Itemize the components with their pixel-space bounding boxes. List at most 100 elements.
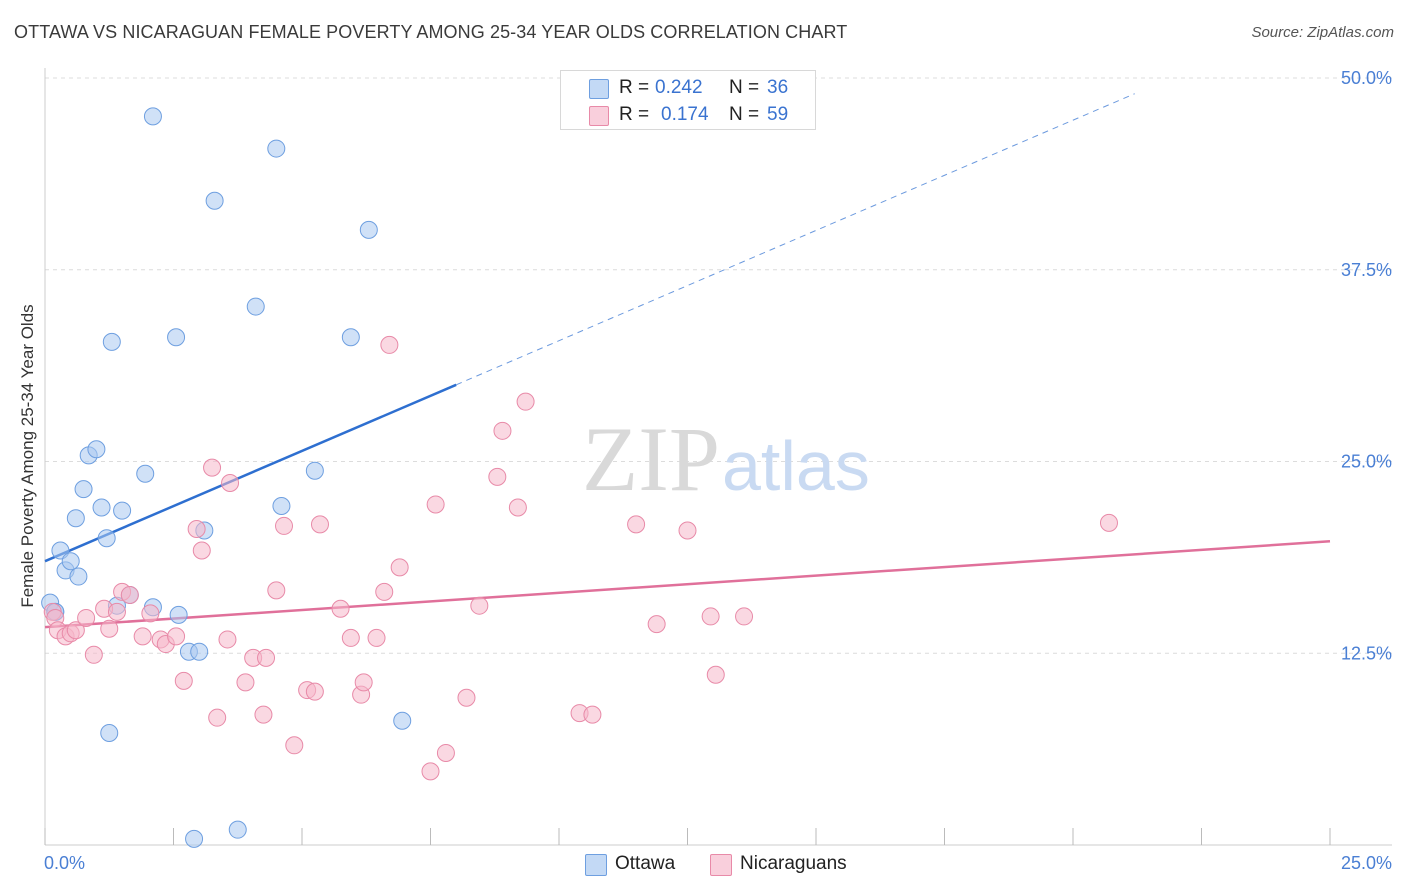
scatter-point	[706, 665, 725, 684]
scatter-point	[436, 743, 455, 762]
scatter-point	[97, 529, 116, 548]
scatter-point	[66, 509, 85, 528]
scatter-point	[74, 480, 93, 499]
scatter-point	[354, 673, 373, 692]
scatter-point	[77, 608, 96, 627]
series-legend: Ottawa Nicaraguans	[0, 852, 1406, 878]
scatter-point	[185, 829, 204, 848]
scatter-point	[627, 515, 646, 534]
scatter-point	[426, 495, 445, 514]
n-value: 59	[767, 104, 789, 125]
scatter-point	[208, 708, 227, 727]
scatter-point	[735, 607, 754, 626]
scatter-point	[421, 762, 440, 781]
r-value: 0.242	[655, 77, 703, 98]
n-label: N =	[729, 104, 760, 125]
trend-line	[44, 383, 457, 563]
scatter-point	[100, 724, 119, 743]
scatter-point	[647, 615, 666, 634]
scatter-point	[359, 220, 378, 239]
scatter-point	[257, 648, 276, 667]
source-label: Source: ZipAtlas.com	[1251, 24, 1394, 41]
scatter-point	[167, 328, 186, 347]
scatter-point	[236, 673, 255, 692]
scatter-point	[488, 467, 507, 486]
scatter-point	[246, 297, 265, 316]
scatter-point	[457, 688, 476, 707]
scatter-point	[380, 335, 399, 354]
x-tick-label: 25.0%	[1341, 853, 1392, 873]
stats-legend: R = 0.242 N = 36 R = 0.174 N = 59	[560, 70, 816, 130]
trend-line-extension	[456, 93, 1135, 386]
chart-title: OTTAWA VS NICARAGUAN FEMALE POVERTY AMON…	[14, 22, 848, 42]
scatter-point	[390, 558, 409, 577]
scatter-point	[192, 541, 211, 560]
ottawa-swatch	[589, 79, 609, 99]
scatter-point	[174, 671, 193, 690]
n-value: 36	[767, 77, 789, 98]
axes	[44, 68, 1392, 846]
scatter-point	[87, 440, 106, 459]
nicaraguans-swatch	[589, 106, 609, 126]
watermark: ZIP atlas	[582, 408, 870, 510]
scatter-point	[375, 582, 394, 601]
scatter-point	[516, 392, 535, 411]
y-tick-label: 25.0%	[1341, 452, 1392, 472]
scatter-point	[84, 645, 103, 664]
scatter-point	[341, 328, 360, 347]
scatter-point	[167, 627, 186, 646]
scatter-point	[341, 628, 360, 647]
trend-line	[44, 540, 1331, 629]
scatter-point	[331, 599, 350, 618]
y-tick-label: 12.5%	[1341, 643, 1392, 663]
scatter-point	[701, 607, 720, 626]
y-axis-label: Female Poverty Among 25-34 Year Olds	[18, 304, 37, 608]
scatter-point	[141, 604, 160, 623]
scatter-point	[678, 521, 697, 540]
legend-label-nicaraguans: Nicaraguans	[740, 853, 847, 874]
scatter-point	[100, 619, 119, 638]
scatter-point	[267, 581, 286, 600]
n-label: N =	[729, 77, 760, 98]
scatter-point	[120, 585, 139, 604]
scatter-point	[305, 461, 324, 480]
scatter-point	[61, 552, 80, 571]
scatter-points	[41, 107, 1118, 848]
grid-lines	[45, 77, 1392, 654]
scatter-point	[169, 605, 188, 624]
watermark-atlas: atlas	[722, 427, 870, 505]
r-value: 0.174	[661, 104, 709, 125]
scatter-point	[508, 498, 527, 517]
tick-labels: 12.5% 25.0% 37.5% 50.0% 0.0% 25.0%	[44, 68, 1392, 873]
scatter-point	[367, 628, 386, 647]
scatter-point	[254, 705, 273, 724]
ottawa-swatch	[585, 854, 607, 876]
scatter-point	[113, 501, 132, 520]
scatter-point	[66, 621, 85, 640]
scatter-point	[285, 736, 304, 755]
nicaraguans-swatch	[710, 854, 732, 876]
watermark-zip: ZIP	[582, 408, 720, 510]
scatter-point	[203, 458, 222, 477]
scatter-point	[133, 627, 152, 646]
r-label: R =	[619, 77, 650, 98]
x-tick-label: 0.0%	[44, 853, 85, 873]
scatter-point	[187, 519, 206, 538]
trend-lines	[44, 93, 1331, 629]
scatter-point	[267, 139, 286, 158]
scatter-point	[493, 421, 512, 440]
scatter-point	[310, 515, 329, 534]
scatter-point	[136, 464, 155, 483]
scatter-point	[143, 107, 162, 126]
scatter-point	[228, 820, 247, 839]
y-tick-label: 50.0%	[1341, 68, 1392, 88]
scatter-point	[190, 642, 209, 661]
stats-row-nicaraguans: R = 0.174 N = 59	[561, 102, 815, 128]
scatter-point	[272, 496, 291, 515]
scatter-point	[92, 498, 111, 517]
stats-row-ottawa: R = 0.242 N = 36	[561, 75, 815, 101]
r-label: R =	[619, 104, 650, 125]
scatter-point	[69, 567, 88, 586]
scatter-point	[1099, 513, 1118, 532]
